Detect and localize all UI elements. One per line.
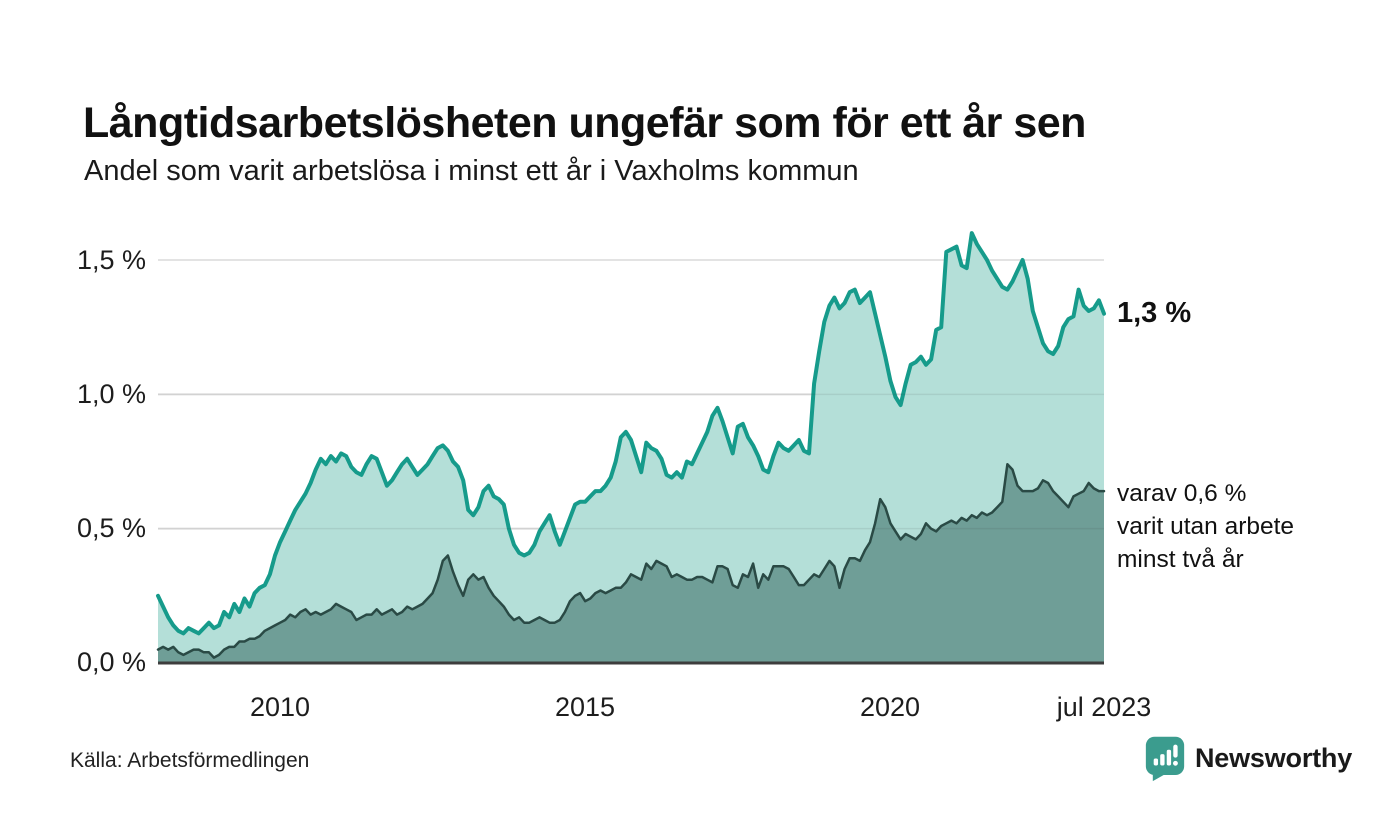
series-2-area (158, 464, 1104, 663)
x-tick-label: 2020 (859, 692, 921, 722)
series2-annotation-line: varav 0,6 % (1117, 480, 1247, 507)
series-1-area (158, 233, 1104, 663)
newsworthy-logo-icon (1144, 735, 1186, 782)
y-tick-label: 0,5 % (76, 513, 146, 543)
brand-logo: Newsworthy (1144, 735, 1352, 782)
y-tick-label: 1,5 % (76, 245, 146, 275)
x-tick-label: 2015 (554, 692, 616, 722)
series-2-line (156, 462, 1106, 659)
x-tick-label: jul 2023 (1056, 692, 1152, 722)
series1-end-value-label: 1,3 % (1117, 297, 1192, 329)
brand-name: Newsworthy (1195, 743, 1353, 773)
page-title: Långtidsarbetslösheten ungefär som för e… (83, 98, 1086, 147)
chart-subtitle: Andel som varit arbetslösa i minst ett å… (84, 155, 859, 187)
series-1-line (156, 231, 1106, 636)
y-tick-label: 0,0 % (76, 647, 146, 677)
y-tick-label: 1,0 % (76, 379, 146, 409)
series2-end-annotation: varav 0,6 % varit utan arbete minst två … (1117, 477, 1294, 576)
source-note: Källa: Arbetsförmedlingen (70, 749, 310, 772)
series2-annotation-line: varit utan arbete (1117, 513, 1295, 540)
series2-annotation-line: minst två år (1117, 546, 1244, 573)
x-tick-label: 2010 (249, 692, 311, 722)
